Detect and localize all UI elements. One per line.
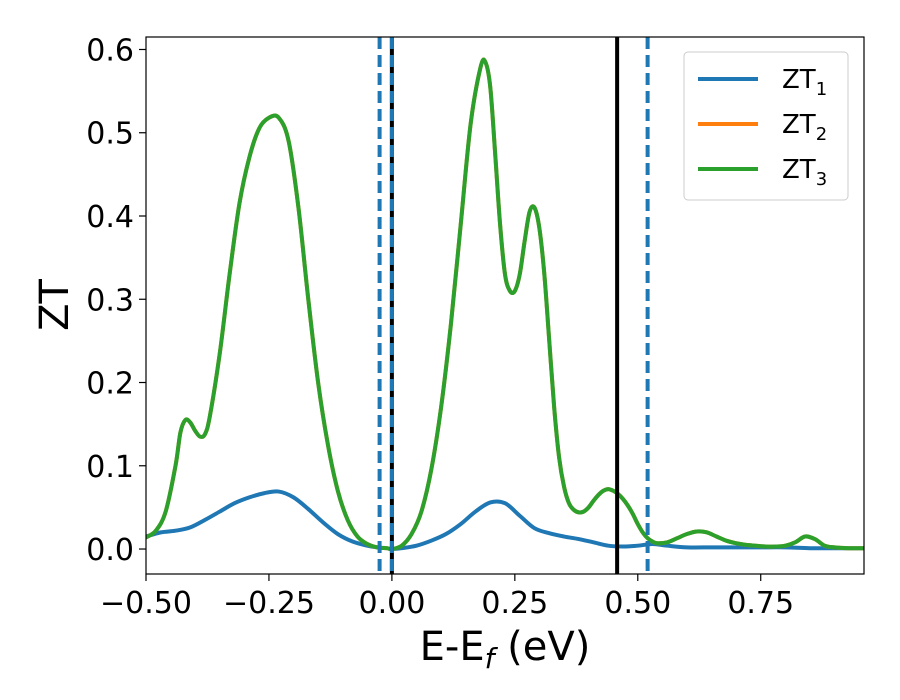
y-tick-label: 0.6 (86, 33, 134, 68)
x-tick-label: −0.50 (100, 586, 192, 621)
legend-box (683, 51, 849, 201)
legend-label-zt3: ZT3 (782, 155, 827, 190)
x-tick-label: 0.00 (358, 586, 425, 621)
series-line-zt1 (146, 489, 864, 552)
y-axis: 0.0 0.1 0.2 0.3 0.4 0.5 0.6 (86, 33, 146, 568)
plot-area (146, 37, 864, 574)
legend: ZT1 ZT2 ZT3 (683, 51, 849, 201)
x-tick-label: 0.25 (481, 586, 548, 621)
y-tick-label: 0.2 (86, 367, 134, 402)
x-tick-label: 0.75 (727, 586, 794, 621)
series-line-zt3 (146, 57, 864, 552)
y-tick-label: 0.1 (86, 450, 134, 485)
y-tick-label: 0.0 (86, 533, 134, 568)
x-tick-label: 0.50 (604, 586, 671, 621)
x-tick-label: −0.25 (223, 586, 315, 621)
plot-frame (145, 36, 865, 575)
y-axis-title: ZT (32, 279, 78, 331)
y-tick-label: 0.4 (86, 200, 134, 235)
x-axis: −0.50 −0.25 0.00 0.25 0.50 0.75 (100, 574, 794, 621)
y-tick-label: 0.3 (86, 283, 134, 318)
x-axis-title: E-Ef (eV) (420, 624, 591, 675)
y-tick-label: 0.5 (86, 117, 134, 152)
legend-label-zt2: ZT2 (782, 110, 827, 145)
legend-label-zt1: ZT1 (782, 65, 827, 100)
